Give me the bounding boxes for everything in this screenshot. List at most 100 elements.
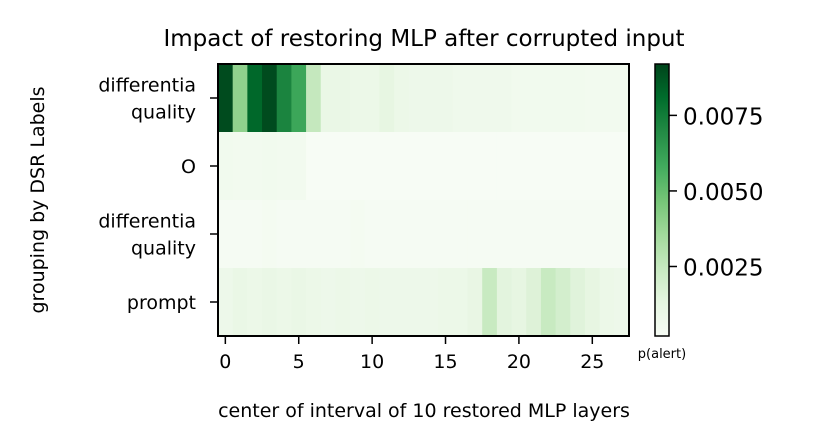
heatmap-cell <box>555 200 571 269</box>
heatmap-cell <box>408 64 425 133</box>
heatmap-cell <box>218 132 234 201</box>
heatmap-cell <box>423 132 439 201</box>
heatmap-cell <box>350 200 366 269</box>
heatmap-cell <box>408 132 425 201</box>
heatmap-cell <box>614 268 630 337</box>
heatmap-cell <box>584 64 601 133</box>
heatmap-cell <box>511 64 527 133</box>
heatmap-cell <box>335 132 351 201</box>
heatmap-cell <box>320 200 337 269</box>
colorbar <box>654 63 670 337</box>
heatmap-cell <box>291 200 307 269</box>
heatmap-cell <box>262 132 278 201</box>
heatmap-cell <box>438 132 454 201</box>
heatmap-cell <box>276 268 292 337</box>
heatmap-cell <box>232 132 248 201</box>
heatmap-cell <box>511 132 527 201</box>
heatmap-cell <box>555 268 571 337</box>
heatmap-cell <box>247 64 263 133</box>
x-axis-label: center of interval of 10 restored MLP la… <box>218 400 630 422</box>
x-tick-labels: 0 5 10 15 20 25 <box>219 336 604 373</box>
plot-frame <box>217 63 630 337</box>
heatmap-cell <box>408 200 425 269</box>
heatmap-cell <box>496 64 513 133</box>
heatmap-cell <box>467 268 483 337</box>
heatmap-cell <box>262 268 278 337</box>
heatmap-cell <box>350 132 366 201</box>
heatmap-cell <box>232 64 248 133</box>
heatmap-cell <box>276 200 292 269</box>
heatmap-cell <box>570 268 586 337</box>
heatmap-cell <box>570 200 586 269</box>
heatmap-cell <box>599 268 615 337</box>
heatmap-cell <box>423 200 439 269</box>
heatmap-cell <box>335 200 351 269</box>
heatmap-cell <box>306 268 322 337</box>
heatmap-cell <box>438 200 454 269</box>
heatmap-cell <box>379 64 395 133</box>
heatmap-cell <box>570 132 586 201</box>
heatmap-cell <box>452 200 469 269</box>
heatmap-cell <box>247 268 263 337</box>
heatmap-cell <box>350 64 366 133</box>
heatmap-cell <box>276 132 292 201</box>
heatmap-cell <box>379 200 395 269</box>
heatmap-cell <box>364 268 381 337</box>
heatmap-cell <box>262 64 278 133</box>
heatmap-cell <box>320 64 337 133</box>
heatmap-cell <box>540 132 557 201</box>
colorbar-label: p(alert) <box>638 347 686 362</box>
heatmap-cell <box>438 64 454 133</box>
heatmap-cell <box>364 200 381 269</box>
heatmap-cell <box>496 132 513 201</box>
colorbar-tick-label: 0.0025 <box>683 255 763 281</box>
heatmap-cell <box>276 64 292 133</box>
heatmap-cell <box>599 200 615 269</box>
heatmap-cell <box>408 268 425 337</box>
heatmap-cell <box>511 268 527 337</box>
chart-title: Impact of restoring MLP after corrupted … <box>163 26 684 52</box>
heatmap-cell <box>262 200 278 269</box>
heatmap-cell <box>584 132 601 201</box>
heatmap-cell <box>467 200 483 269</box>
heatmap-cell <box>526 64 542 133</box>
heatmap-cell <box>482 132 498 201</box>
x-tick-label: 15 <box>433 351 457 373</box>
heatmap-cell <box>511 200 527 269</box>
heatmap-cell <box>584 268 601 337</box>
heatmap-cells <box>218 64 630 337</box>
heatmap-cell <box>423 64 439 133</box>
heatmap-cell <box>526 268 542 337</box>
y-tick-label: differentia quality <box>98 211 196 260</box>
heatmap-cell <box>540 200 557 269</box>
y-tick-label: O <box>181 156 196 178</box>
heatmap-cell <box>218 268 234 337</box>
heatmap-cell <box>247 132 263 201</box>
colorbar-tick-label: 0.0050 <box>683 180 763 206</box>
heatmap-cell <box>482 268 498 337</box>
heatmap-cell <box>584 200 601 269</box>
heatmap-cell <box>320 132 337 201</box>
heatmap-cell <box>467 64 483 133</box>
heatmap-cell <box>570 64 586 133</box>
heatmap-cell <box>452 268 469 337</box>
x-tick-label: 20 <box>507 351 531 373</box>
heatmap-cell <box>482 64 498 133</box>
heatmap-cell <box>540 64 557 133</box>
heatmap-cell <box>306 200 322 269</box>
y-tick-label: differentia quality <box>98 75 196 124</box>
heatmap-cell <box>614 132 630 201</box>
heatmap-cell <box>247 200 263 269</box>
heatmap-cell <box>306 132 322 201</box>
heatmap-cell <box>614 200 630 269</box>
heatmap-cell <box>452 64 469 133</box>
heatmap-cell <box>540 268 557 337</box>
heatmap-cell <box>394 132 410 201</box>
heatmap-cell <box>526 132 542 201</box>
heatmap-cell <box>599 132 615 201</box>
y-axis-label: grouping by DSR Labels <box>27 86 49 313</box>
heatmap-cell <box>232 268 248 337</box>
heatmap-cell <box>555 64 571 133</box>
colorbar-tick-label: 0.0075 <box>683 104 763 130</box>
